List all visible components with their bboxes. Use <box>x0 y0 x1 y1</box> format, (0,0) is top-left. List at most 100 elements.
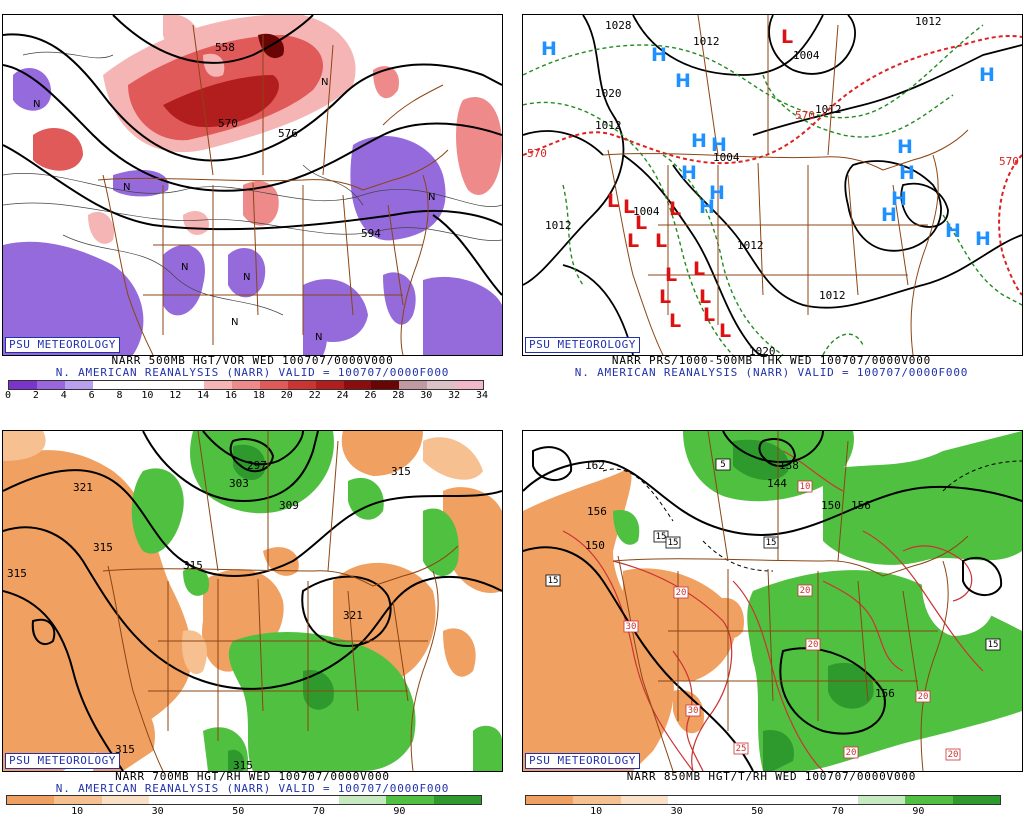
colorbar-segment <box>149 796 197 804</box>
high-pressure-symbol: H <box>979 64 995 86</box>
height-label: 162 <box>585 459 605 472</box>
low-pressure-symbol: L <box>669 198 681 220</box>
isobar-label: 1028 <box>605 19 632 32</box>
temperature-label: 25 <box>736 744 747 754</box>
map-500mb-vorticity: N N N N N N N N 558 570 576 594 <box>2 14 503 356</box>
thickness-labels: 570 570 570 <box>527 109 1019 168</box>
colorbar-segment <box>7 796 55 804</box>
colorbar-segment <box>244 796 292 804</box>
isobar-label: 1012 <box>737 239 764 252</box>
height-label: 144 <box>767 477 787 490</box>
height-label: 315 <box>233 759 253 771</box>
temperature-label-box <box>985 638 1001 651</box>
rh-colorbar <box>6 795 482 805</box>
isobar-label: 1004 <box>713 151 740 164</box>
panel-850mb-temp-rh: 162 156 150 138 144 150 156 156 5 10 15 15 1… <box>519 414 1024 819</box>
temperature-label-box <box>915 690 931 703</box>
colorbar-segment <box>232 381 260 389</box>
positive-vorticity-areas <box>33 15 502 244</box>
caption-subtitle: N. AMERICAN REANALYSIS (NARR) VALID = 10… <box>55 782 450 795</box>
height-labels: 558 570 576 594 <box>215 41 381 240</box>
height-label: 315 <box>93 541 113 554</box>
colorbar-segment <box>287 381 316 389</box>
height-labels: 321 315 315 297 303 309 315 315 321 315 … <box>7 459 411 771</box>
colorbar-segment <box>455 381 483 389</box>
temperature-label: 20 <box>808 640 819 650</box>
colorbar-segment <box>148 381 177 389</box>
temperature-label-box <box>715 458 731 471</box>
colorbar-segment <box>343 381 372 389</box>
colorbar-segment <box>64 381 93 389</box>
height-contours <box>523 431 1022 771</box>
height-label: 156 <box>587 505 607 518</box>
colorbar-tick: 8 <box>116 390 123 401</box>
low-pressure-symbol: L <box>607 190 619 212</box>
clear-gaps <box>783 530 994 636</box>
height-label: 558 <box>215 41 235 54</box>
low-pressure-symbol: L <box>693 258 705 280</box>
isobar-label: 1020 <box>595 87 622 100</box>
colorbar-tick: 50 <box>751 806 764 817</box>
colorbar-tick: 20 <box>280 390 293 401</box>
political-borders <box>97 24 449 355</box>
high-pressure-symbol: H <box>899 162 915 184</box>
credit-label: PSU METEOROLOGY <box>5 753 120 769</box>
low-pressure-symbol: L <box>659 286 671 308</box>
low-pressure-symbol: L <box>703 304 715 326</box>
high-pressure-symbol: H <box>541 38 557 60</box>
colorbar-segment <box>9 381 37 389</box>
credit-label: PSU METEOROLOGY <box>5 337 120 353</box>
caption-title: NARR 850MB HGT/T/RH WED 100707/0000V000 <box>626 770 917 783</box>
colorbar-tick: 50 <box>232 806 245 817</box>
caption-subtitle: N. AMERICAN REANALYSIS (NARR) VALID = 10… <box>574 366 969 379</box>
credit-label: PSU METEOROLOGY <box>525 337 640 353</box>
colorbar-tick: 32 <box>448 390 461 401</box>
map-pressure-thickness: H H H H H H H H H H H H H H H L L L L L <box>522 14 1023 356</box>
colorbar-segment <box>526 796 574 804</box>
temperature-label-box <box>797 584 813 597</box>
colorbar-tick: 30 <box>151 806 164 817</box>
colorbar-tick: 34 <box>475 390 489 401</box>
temperature-label: 15 <box>656 532 667 542</box>
colorbar-segment <box>620 796 669 804</box>
caption-subtitle: N. AMERICAN REANALYSIS (NARR) VALID = 10… <box>55 366 450 379</box>
low-pressure-symbol: L <box>635 212 647 234</box>
colorbar-segment <box>810 796 858 804</box>
isobar-label: 1012 <box>819 289 846 302</box>
high-pressure-symbol: H <box>945 220 961 242</box>
minimum-symbols: N N N N N N N N <box>33 77 435 343</box>
high-pressure-symbol: H <box>891 188 907 210</box>
temperature-label: 15 <box>766 538 777 548</box>
colorbar-segment <box>763 796 811 804</box>
colorbar-tick: 10 <box>71 806 84 817</box>
colorbar-segment <box>857 796 906 804</box>
temperature-label-box <box>805 638 821 651</box>
temperature-label-box <box>945 748 961 761</box>
dry-areas <box>523 469 744 771</box>
vorticity-contours <box>3 51 502 316</box>
credit-label: PSU METEOROLOGY <box>525 753 640 769</box>
colorbar-segment <box>36 381 65 389</box>
colorbar-segment <box>92 381 121 389</box>
colorbar-segment <box>427 381 455 389</box>
colorbar-tick: 22 <box>308 390 321 401</box>
temperature-label-box <box>653 530 669 543</box>
isobar-label: 1012 <box>693 35 720 48</box>
panel-pressure-thickness: H H H H H H H H H H H H H H H L L L L L <box>519 0 1024 405</box>
rh-700-chart: 321 315 315 297 303 309 315 315 321 315 … <box>3 431 502 771</box>
min-symbol: N <box>243 272 250 283</box>
low-pressure-symbol: L <box>719 320 731 342</box>
pressure-chart: H H H H H H H H H H H H H H H L L L L L <box>523 15 1022 355</box>
dashed-contours <box>602 460 1022 572</box>
colorbar-ticks: 10 30 50 70 90 <box>6 806 480 818</box>
height-label: 315 <box>115 743 135 756</box>
colorbar-tick: 30 <box>420 390 433 401</box>
colorbar-segment <box>338 796 387 804</box>
colorbar-tick: 12 <box>169 390 182 401</box>
height-contours <box>3 15 502 296</box>
height-label: 138 <box>779 459 799 472</box>
colorbar-tick: 2 <box>32 390 39 401</box>
min-symbol: N <box>123 182 130 193</box>
height-label: 576 <box>278 127 298 140</box>
